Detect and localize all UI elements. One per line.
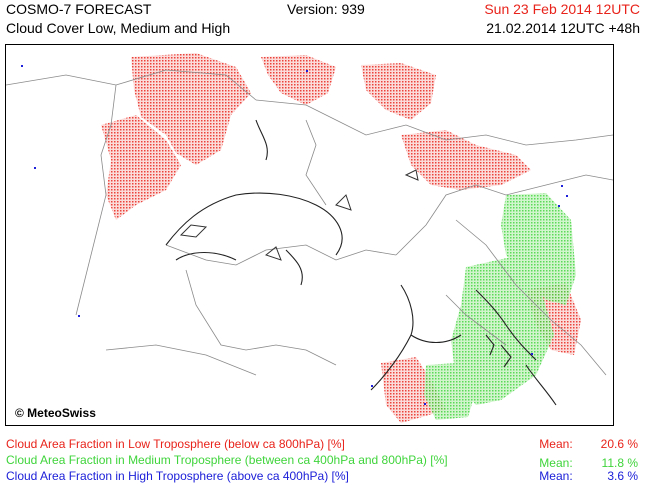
high-cloud-dots xyxy=(21,65,568,405)
medium-cloud-area xyxy=(424,363,476,420)
low-cloud-areas xyxy=(101,53,581,423)
title-line-1: COSMO-7 FORECAST xyxy=(6,1,152,17)
mean-medium-cloud: Mean: 11.8 % xyxy=(539,456,638,470)
mean-value: 11.8 % xyxy=(601,456,638,470)
medium-cloud-area xyxy=(501,193,576,305)
title-line-2: Cloud Cover Low, Medium and High xyxy=(6,20,231,36)
copyright-label: © MeteoSwiss xyxy=(12,405,99,421)
mean-label: Mean: xyxy=(539,469,573,483)
mean-high-cloud: Mean: 3.6 % xyxy=(539,469,638,483)
legend-medium-cloud: Cloud Area Fraction in Medium Tropospher… xyxy=(6,453,448,467)
version-label: Version: 939 xyxy=(287,1,365,17)
low-cloud-area xyxy=(361,63,436,120)
mean-value: 20.6 % xyxy=(600,437,638,451)
borders xyxy=(6,69,613,376)
legend-low-cloud: Cloud Area Fraction in Low Troposphere (… xyxy=(6,437,345,451)
legend-high-cloud: Cloud Area Fraction in High Troposphere … xyxy=(6,469,349,483)
forecast-map: © MeteoSwiss xyxy=(5,44,614,426)
low-cloud-area xyxy=(401,130,531,190)
mean-label: Mean: xyxy=(539,456,573,470)
low-cloud-area xyxy=(101,115,181,220)
map-canvas xyxy=(6,53,613,423)
low-cloud-area xyxy=(131,53,251,165)
coastlines xyxy=(165,119,557,406)
run-time: 21.02.2014 12UTC +48h xyxy=(486,20,640,36)
mean-low-cloud: Mean: 20.6 % xyxy=(539,437,638,451)
valid-time: Sun 23 Feb 2014 12UTC xyxy=(484,1,640,17)
mean-label: Mean: xyxy=(539,437,573,451)
mean-value: 3.6 % xyxy=(607,469,638,483)
lakes xyxy=(179,169,419,261)
low-cloud-area xyxy=(261,55,336,105)
